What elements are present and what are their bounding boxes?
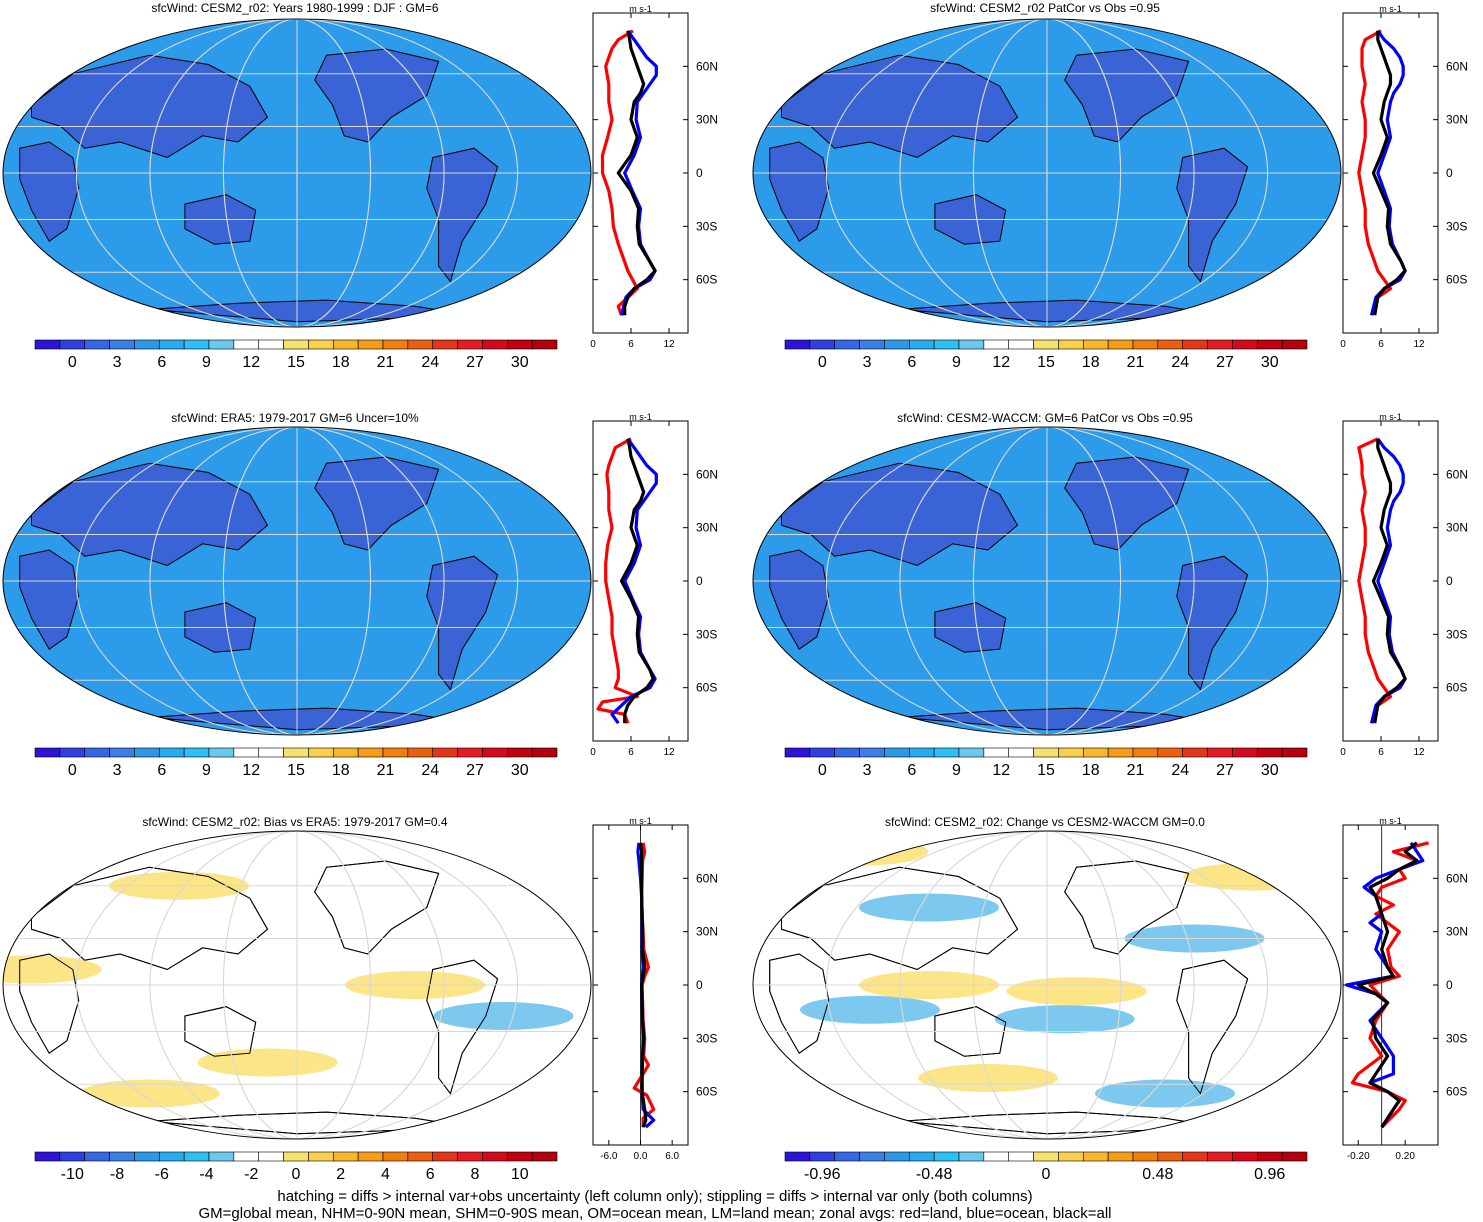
colorbar-swatch	[860, 1152, 885, 1161]
colorbar-swatch	[835, 1152, 860, 1161]
zonal-x-label: 0.20	[1395, 1151, 1415, 1162]
map-6	[752, 830, 1342, 1140]
colorbar-swatch	[1009, 1152, 1034, 1161]
footer-caption-line-2: GM=global mean, NHM=0-90N mean, SHM=0-90…	[0, 1205, 1310, 1222]
colorbar-tick-label: 0	[1042, 1166, 1051, 1183]
colorbar-swatch	[1158, 1152, 1183, 1161]
colorbar-swatch	[810, 1152, 835, 1161]
zonal-x-label: -0.20	[1347, 1151, 1370, 1162]
colorbar-swatch	[1208, 1152, 1233, 1161]
anomaly-region	[788, 838, 928, 866]
colorbar-swatch	[1133, 1152, 1158, 1161]
colorbar-swatch	[884, 1152, 909, 1161]
colorbar-swatch	[785, 1152, 810, 1161]
colorbar-tick-label: -0.96	[804, 1166, 841, 1183]
footer-caption-line-1: hatching = diffs > internal var+obs unce…	[0, 1188, 1310, 1205]
colorbar-tick-label: 0.48	[1142, 1166, 1173, 1183]
anomaly-region	[995, 1005, 1135, 1033]
colorbar-tick-label: -0.48	[916, 1166, 953, 1183]
colorbar-swatch	[1108, 1152, 1133, 1161]
zonal-lat-label: 0	[1446, 978, 1453, 992]
colorbar-tick-label: 0.96	[1254, 1166, 1285, 1183]
anomaly-region	[859, 894, 999, 922]
zonal-lat-label: 60S	[1446, 1085, 1467, 1099]
anomaly-region	[1007, 977, 1147, 1005]
zonal-lat-label: 30N	[1446, 925, 1468, 939]
colorbar-swatch	[934, 1152, 959, 1161]
colorbar-swatch	[1257, 1152, 1282, 1161]
colorbar-swatch	[959, 1152, 984, 1161]
zonal-lat-label: 60N	[1446, 871, 1468, 885]
colorbar-swatch	[909, 1152, 934, 1161]
colorbar-swatch	[1058, 1152, 1083, 1161]
colorbar-swatch	[1232, 1152, 1257, 1161]
colorbar-swatch	[1183, 1152, 1208, 1161]
colorbar-swatch	[984, 1152, 1009, 1161]
anomaly-region	[800, 996, 940, 1024]
zonal-lat-label: 30S	[1446, 1031, 1467, 1045]
colorbar-swatch	[1083, 1152, 1108, 1161]
zonal-units: m s-1	[1379, 816, 1402, 826]
colorbar-swatch	[1034, 1152, 1059, 1161]
colorbar-swatch	[1282, 1152, 1307, 1161]
